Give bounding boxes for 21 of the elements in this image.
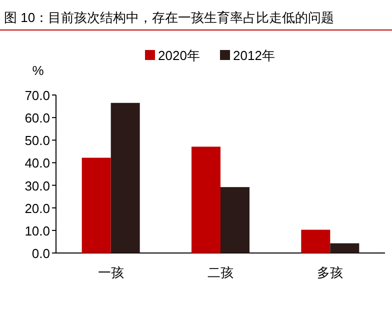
x-tick-label: 多孩 [317,265,344,280]
bar [192,146,220,253]
legend-label: 2020年 [158,48,200,63]
y-tick-label: 50.0 [24,133,50,148]
y-tick-label: 0.0 [32,246,50,261]
x-tick-label: 一孩 [98,265,124,280]
chart-title: 图 10：目前孩次结构中，存在一孩生育率占比走低的问题 [4,10,334,25]
bar [110,102,140,253]
bar [301,230,330,253]
y-axis-title: % [32,63,44,78]
y-tick-label: 70.0 [24,88,50,103]
bar [82,158,111,253]
y-tick-label: 40.0 [24,156,50,171]
bar [330,243,360,253]
y-tick-label: 20.0 [24,200,50,216]
bar [220,187,250,253]
x-tick-label: 二孩 [208,265,234,280]
y-tick-label: 10.0 [24,223,50,238]
y-tick-label: 60.0 [24,110,50,126]
y-tick-label: 30.0 [24,178,50,194]
legend-label: 2012年 [233,48,275,63]
